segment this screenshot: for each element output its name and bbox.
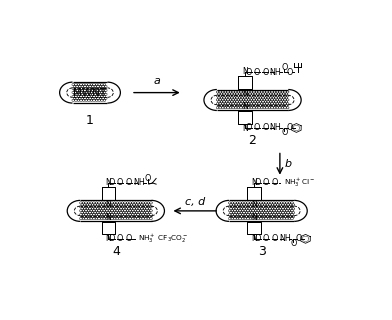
Text: O: O [254,68,260,76]
Text: NH$_3^+$Cl$^-$: NH$_3^+$Cl$^-$ [284,177,316,189]
Text: N: N [105,235,111,244]
Text: 2: 2 [249,134,256,147]
Text: O: O [296,234,302,243]
Text: 3: 3 [258,245,266,258]
Text: N: N [251,235,257,244]
Text: 4: 4 [112,245,120,258]
Text: O: O [263,234,269,243]
Text: N: N [242,89,248,98]
Text: 1: 1 [86,114,94,127]
Text: N: N [105,200,111,209]
Text: O: O [109,179,115,188]
Text: O: O [245,68,252,76]
Text: O: O [262,68,269,76]
Text: O: O [271,179,278,188]
Text: O: O [144,174,151,183]
Text: N: N [251,200,257,209]
Text: a: a [153,76,160,86]
Text: NH: NH [270,124,281,132]
Text: N: N [242,68,248,76]
Text: O: O [117,179,123,188]
Text: O: O [125,179,132,188]
Text: N: N [105,178,111,187]
Text: O: O [271,234,278,243]
Text: c, d: c, d [185,197,205,207]
Text: MWNT: MWNT [73,88,107,98]
Text: b: b [285,159,292,169]
Text: O: O [125,234,132,243]
Text: O: O [109,234,115,243]
Text: N: N [242,124,248,132]
Text: N: N [242,102,248,111]
Text: O: O [263,179,269,188]
Text: O: O [254,179,261,188]
Text: O: O [262,124,269,132]
Text: O: O [245,124,252,132]
Text: O: O [281,63,287,72]
Text: O: O [290,239,297,248]
Text: N: N [251,213,257,222]
Text: O: O [281,128,287,137]
Text: O: O [254,234,261,243]
Text: O: O [287,124,293,132]
Text: NH: NH [133,179,145,188]
Text: N: N [251,178,257,187]
Text: O: O [254,124,260,132]
Text: N: N [105,213,111,222]
Text: NH: NH [279,234,290,243]
Text: NH: NH [270,68,281,76]
Text: O: O [117,234,123,243]
Text: NH$_3^+$ CF$_3$CO$_2^-$: NH$_3^+$ CF$_3$CO$_2^-$ [138,233,189,245]
Text: O: O [287,68,293,76]
